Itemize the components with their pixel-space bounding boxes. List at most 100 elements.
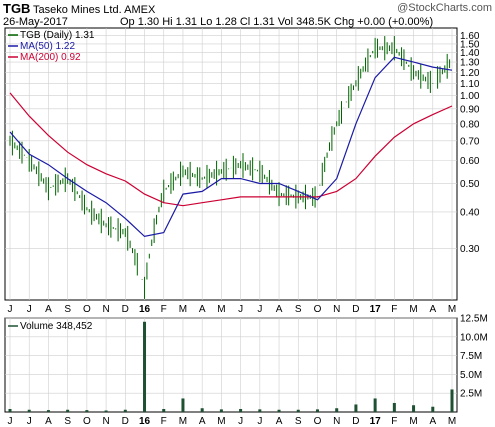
quote-line: Op 1.30 Hi 1.31 Lo 1.28 Cl 1.31 Vol 348.… xyxy=(120,16,433,28)
x-tick-label-bottom: O xyxy=(314,416,322,427)
price-y-tick-label: 0.90 xyxy=(460,104,480,115)
volume-bar xyxy=(181,398,185,412)
x-tick-label-bottom: D xyxy=(122,416,129,427)
x-tick-label: 16 xyxy=(139,304,151,315)
price-y-tick-label: 1.30 xyxy=(460,58,480,69)
legend-ma50: MA(50) 1.22 xyxy=(20,41,75,52)
price-y-tick-label: 0.40 xyxy=(460,207,480,218)
x-tick-label-bottom: J xyxy=(27,416,32,427)
volume-bar xyxy=(431,406,435,412)
price-y-tick-label: 1.10 xyxy=(460,79,480,90)
volume-bar xyxy=(277,409,281,412)
volume-y-tick-label: 2.5M xyxy=(460,389,482,400)
volume-bar xyxy=(296,409,300,412)
price-y-tick-label: 0.30 xyxy=(460,244,480,255)
volume-bar xyxy=(315,409,319,412)
x-tick-label: O xyxy=(314,304,322,315)
x-tick-label: A xyxy=(276,304,283,315)
volume-bar xyxy=(200,408,204,412)
volume-bar xyxy=(123,409,127,412)
volume-bar xyxy=(239,408,243,412)
price-y-tick-label: 1.00 xyxy=(460,91,480,102)
x-tick-label-bottom: M xyxy=(409,416,417,427)
x-tick-label: M xyxy=(448,304,456,315)
legend-ma200: MA(200) 0.92 xyxy=(20,52,81,63)
volume-panel xyxy=(4,317,458,413)
legend-price: TGB (Daily) 1.31 xyxy=(20,30,95,41)
price-y-tick-label: 1.50 xyxy=(460,39,480,50)
x-tick-label: J xyxy=(257,304,262,315)
price-y-tick-label: 0.70 xyxy=(460,136,480,147)
company-name: Taseko Mines Ltd. AMEX xyxy=(33,4,156,16)
volume-y-axis: 12.5M 10.0M 7.5M 5.0M 2.5M xyxy=(460,314,488,400)
x-tick-label: 17 xyxy=(370,304,382,315)
volume-bar xyxy=(412,405,416,412)
x-tick-label-bottom: N xyxy=(333,416,340,427)
volume-bar xyxy=(392,402,396,412)
price-legend: TGB (Daily) 1.31 MA(50) 1.22 MA(200) 0.9… xyxy=(8,30,95,63)
x-tick-label: A xyxy=(429,304,436,315)
price-bars xyxy=(9,36,451,299)
volume-y-tick-label: 10.0M xyxy=(460,332,488,343)
ma50-line xyxy=(9,56,453,238)
ma200-line xyxy=(9,92,453,207)
x-tick-label: F xyxy=(391,304,397,315)
x-tick-label-bottom: 17 xyxy=(370,416,382,427)
x-tick-label: M xyxy=(217,304,225,315)
x-tick-label: D xyxy=(352,304,359,315)
x-tick-label: M xyxy=(179,304,187,315)
price-panel xyxy=(4,27,458,301)
volume-y-tick-label: 12.5M xyxy=(460,314,488,325)
x-tick-label: O xyxy=(83,304,91,315)
x-tick-label-bottom: A xyxy=(429,416,436,427)
x-tick-label-bottom: N xyxy=(102,416,109,427)
volume-bar xyxy=(104,410,108,412)
x-tick-label-bottom: S xyxy=(64,416,71,427)
x-tick-label-bottom: M xyxy=(448,416,456,427)
volume-bar xyxy=(66,409,70,412)
volume-bar xyxy=(162,408,166,412)
volume-bar xyxy=(143,321,147,412)
x-tick-label-bottom: J xyxy=(257,416,262,427)
x-axis: J J A S O N D 16 F M A M J J A S O N D 17 F M A M xyxy=(8,304,457,315)
volume-bar xyxy=(450,389,454,412)
volume-y-tick-label: 5.0M xyxy=(460,370,482,381)
x-tick-label: J xyxy=(238,304,243,315)
volume-bar xyxy=(373,398,377,412)
price-y-tick-label: 0.80 xyxy=(460,119,480,130)
volume-bar xyxy=(8,408,12,412)
x-tick-label: A xyxy=(199,304,206,315)
volume-bar xyxy=(85,410,89,412)
x-tick-label-bottom: D xyxy=(352,416,359,427)
x-tick-label: J xyxy=(27,304,32,315)
x-tick-label: F xyxy=(161,304,167,315)
x-tick-label-bottom: J xyxy=(8,416,13,427)
volume-bar xyxy=(354,404,358,412)
volume-bar xyxy=(219,409,223,412)
price-y-axis: 1.601.501.401.301.201.101.00 0.90 0.80 0.70… xyxy=(460,31,480,255)
x-tick-label: N xyxy=(333,304,340,315)
x-tick-label: N xyxy=(102,304,109,315)
x-tick-label-bottom: M xyxy=(217,416,225,427)
x-tick-label: S xyxy=(295,304,302,315)
quote-date: 26-May-2017 xyxy=(3,16,68,28)
x-tick-label-bottom: F xyxy=(161,416,167,427)
x-tick-label: S xyxy=(64,304,71,315)
x-tick-label-bottom: A xyxy=(199,416,206,427)
x-tick-label: M xyxy=(409,304,417,315)
symbol: TGB xyxy=(3,1,30,16)
volume-bar xyxy=(335,408,339,412)
price-y-tick-label: 1.40 xyxy=(460,48,480,59)
x-axis-bottom: J J A S O N D 16 F M A M J J A S O N D 17 F M A M xyxy=(8,416,457,427)
volume-y-tick-label: 7.5M xyxy=(460,351,482,362)
x-tick-label: A xyxy=(45,304,52,315)
volume-bar xyxy=(258,409,262,412)
x-tick-label-bottom: A xyxy=(45,416,52,427)
volume-bars xyxy=(8,321,454,412)
price-y-tick-label: 1.20 xyxy=(460,68,480,79)
x-tick-label-bottom: A xyxy=(276,416,283,427)
price-y-tick-label: 0.60 xyxy=(460,156,480,167)
price-y-tick-label: 1.60 xyxy=(460,31,480,42)
x-tick-label-bottom: F xyxy=(391,416,397,427)
